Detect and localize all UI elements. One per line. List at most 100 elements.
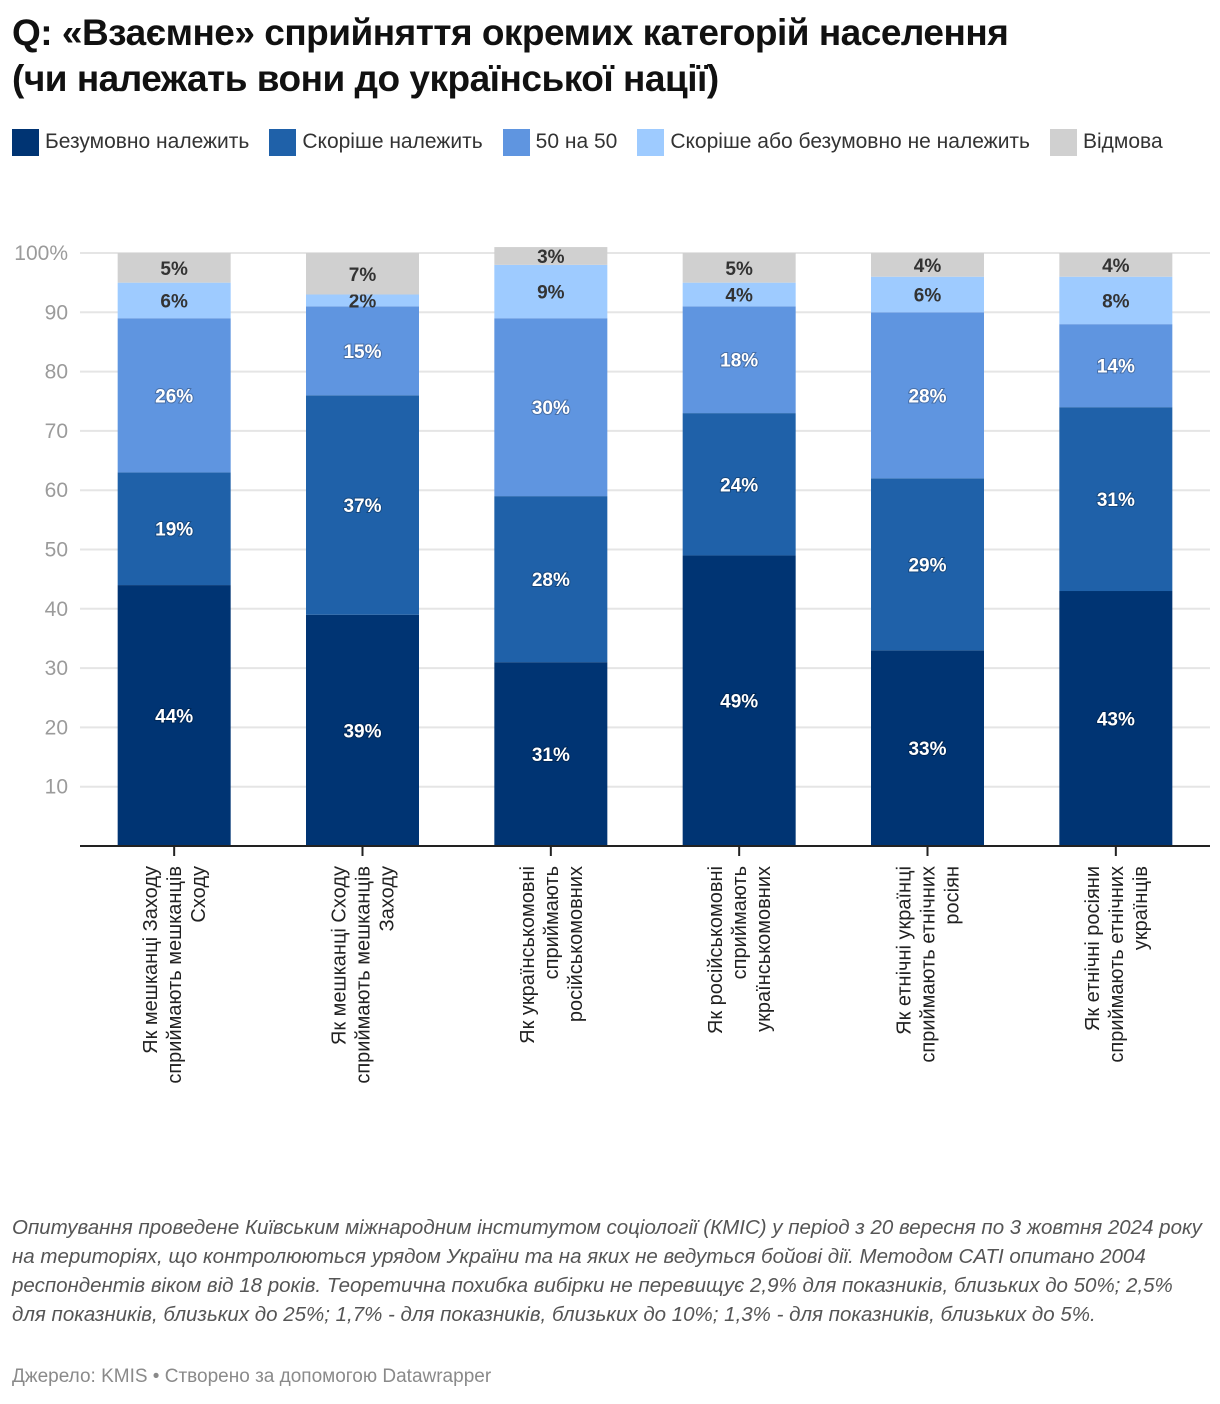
x-category-label-line: сприймають	[729, 866, 751, 979]
bar-stack: 31% 28% 30% 9% 3%	[494, 247, 608, 846]
legend-item: Безумовно належить	[12, 128, 249, 156]
bar-segment	[871, 312, 984, 479]
legend-item: Скоріше або безумовно не належить	[637, 128, 1030, 156]
x-category-label-line: Заходу	[377, 866, 399, 931]
data-label: 28%	[532, 570, 570, 591]
legend-item: Скоріше належить	[269, 128, 483, 156]
chart-title-line-1: Q: «Взаємне» сприйняття окремих категорі…	[12, 12, 1009, 53]
bar-segment	[306, 253, 419, 295]
x-category-label-line: Як мешканці Заходу	[140, 866, 162, 1054]
bar-segment	[117, 282, 231, 319]
data-label: 4%	[725, 286, 753, 307]
bar-segment	[117, 472, 231, 586]
data-label: 19%	[155, 520, 193, 541]
x-category-label-line: російськомовних	[565, 866, 587, 1022]
data-label: 24%	[720, 475, 758, 496]
data-label: 3%	[537, 247, 565, 268]
legend-swatch	[502, 128, 530, 156]
bar-segment	[117, 253, 231, 283]
data-label: 4%	[914, 256, 942, 277]
bar-segment	[494, 247, 608, 265]
bar-stack: 39% 37% 15% 2% 7%	[306, 253, 419, 846]
legend-label: Відмова	[1083, 130, 1163, 153]
source-credit: Джерело: KMIS • Створено за допомогою Da…	[12, 1366, 492, 1387]
y-tick-label: 30	[45, 657, 68, 680]
bar-segment	[306, 395, 419, 615]
x-category-label-line: сприймають етнічних	[918, 866, 940, 1063]
data-label: 29%	[908, 555, 946, 576]
y-tick-label: 100%	[14, 242, 68, 265]
x-category-label: Як російськомовні сприймають українськомов…	[705, 866, 775, 1034]
data-label: 5%	[160, 259, 188, 280]
x-category-label: Як етнічні українці сприймають етнічних ро…	[894, 866, 964, 1063]
bar-stack: 49% 24% 18% 4% 5%	[682, 253, 796, 846]
bar-segment	[494, 318, 608, 497]
bar-segment	[682, 413, 796, 556]
x-category-label: Як етнічні росіяни сприймають етнічних укр…	[1082, 866, 1152, 1063]
bar-segment	[871, 253, 984, 277]
y-tick-label: 20	[45, 716, 68, 739]
legend-swatch	[269, 128, 297, 156]
bar-segment	[494, 662, 608, 846]
y-tick-label: 90	[45, 301, 68, 324]
bar-stack: 44% 19% 26% 6% 5%	[117, 253, 231, 846]
chart-title-line-2: (чи належать вони до української нації)	[12, 58, 719, 99]
methodology-notes: Опитування проведене Київським міжнародн…	[12, 1216, 1202, 1326]
bar-segment	[117, 585, 231, 846]
bar-segment	[871, 276, 984, 313]
x-category-label-line: сприймають мешканців	[353, 866, 375, 1084]
data-label: 33%	[908, 739, 946, 760]
data-label: 30%	[532, 398, 570, 419]
y-tick-label: 50	[45, 539, 68, 562]
data-label: 31%	[532, 745, 570, 766]
bar-segment	[682, 555, 796, 846]
data-label: 26%	[155, 386, 193, 407]
data-label: 8%	[1102, 291, 1130, 312]
bar-segment	[306, 294, 419, 307]
bar-segment	[117, 318, 231, 473]
data-label: 2%	[349, 291, 377, 312]
x-category-label: Як мешканці Сходу сприймають мешканців Зах…	[329, 866, 399, 1084]
legend-label: Скоріше належить	[302, 130, 483, 153]
x-category-label: Як українськомовні сприймають російськомов…	[517, 866, 587, 1044]
y-tick-label: 10	[45, 776, 68, 799]
legend-label: Безумовно належить	[45, 130, 250, 153]
data-label: 18%	[720, 351, 758, 372]
legend-swatch	[12, 128, 39, 156]
x-category-label-line: Як українськомовні	[517, 866, 539, 1044]
y-tick-label: 70	[45, 420, 68, 443]
data-label: 43%	[1097, 710, 1135, 731]
bar-segment	[1059, 253, 1173, 277]
x-category-label-line: росіян	[942, 866, 964, 925]
bar-segment	[1059, 276, 1173, 325]
legend: Безумовно належить Скоріше належить 50 на …	[12, 128, 1212, 156]
bar-segment	[871, 650, 984, 846]
x-category-label-line: Як мешканці Сходу	[329, 866, 351, 1045]
legend-item: 50 на 50	[502, 128, 618, 156]
bar-stack: 33% 29% 28% 6% 4%	[871, 253, 984, 846]
x-category-label-line: українськомовних	[753, 866, 775, 1032]
bar-stack: 43% 31% 14% 8% 4%	[1059, 253, 1173, 846]
stacked-bar-chart: 10 20 30 40 50 60 70 80 90 100% 44% 19% 26% 6% 5% Як ме…	[14, 242, 1210, 1084]
bar-segment	[494, 496, 608, 663]
bar-segment	[1059, 591, 1173, 846]
data-label: 44%	[155, 707, 193, 728]
bar-segment	[306, 614, 419, 846]
data-label: 15%	[343, 342, 381, 363]
data-label: 6%	[160, 291, 188, 312]
data-label: 6%	[914, 286, 942, 307]
y-tick-label: 80	[45, 361, 68, 384]
data-label: 5%	[725, 259, 753, 280]
bar-segment	[306, 306, 419, 396]
bar-segment	[682, 306, 796, 414]
legend-swatch	[637, 128, 665, 156]
data-label: 39%	[343, 721, 381, 742]
x-category-label-line: сприймають мешканців	[164, 866, 186, 1084]
x-category-label-line: сприймають етнічних	[1106, 866, 1128, 1063]
data-label: 9%	[537, 283, 565, 304]
legend-label: 50 на 50	[535, 130, 618, 153]
x-category-label-line: Сходу	[188, 866, 210, 923]
bar-segment	[682, 282, 796, 307]
data-label: 49%	[720, 692, 758, 713]
x-category-label-line: сприймають	[541, 866, 563, 979]
